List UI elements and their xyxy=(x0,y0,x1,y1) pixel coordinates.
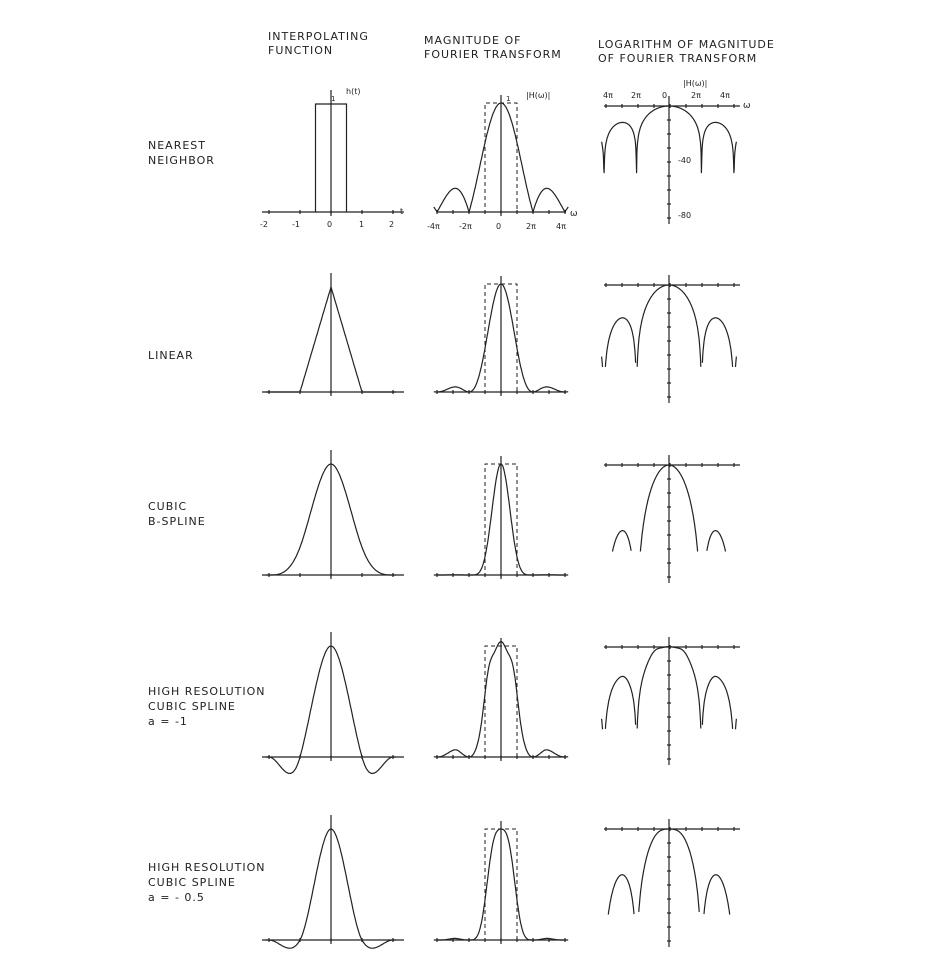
t-axis-label: t xyxy=(400,207,403,216)
row3-log-curve xyxy=(613,531,632,552)
row4-log-curve xyxy=(736,719,737,730)
row3-log-curve xyxy=(707,531,726,552)
t-tick-m1: -1 xyxy=(292,220,300,229)
row2-log-curve xyxy=(702,318,732,367)
log-omega-label: ω xyxy=(743,101,751,111)
log-tick-4pi: 4π xyxy=(720,91,730,100)
kernel-peak-one-label: 1 xyxy=(331,95,335,103)
omega-axis-label: ω xyxy=(570,209,578,219)
log-tick-m4pi: 4π xyxy=(603,91,613,100)
log-ytick-m40: -40 xyxy=(678,156,691,165)
w-tick-0: 0 xyxy=(496,222,501,231)
row2-log-curve xyxy=(602,357,603,367)
row2-log-curve xyxy=(736,357,737,367)
log-tick-m2pi: 2π xyxy=(631,91,641,100)
log-ytick-m80: -80 xyxy=(678,211,691,220)
row4-log-curve xyxy=(605,676,635,729)
row2-log-curve xyxy=(605,318,635,367)
w-tick-m4pi: -4π xyxy=(427,222,440,231)
w-tick-2pi: 2π xyxy=(526,222,536,231)
t-tick-1: 1 xyxy=(359,220,364,229)
t-tick-2: 2 xyxy=(389,220,394,229)
spectrum-magnitude-label: |H(ω)| xyxy=(526,91,550,100)
t-tick-0: 0 xyxy=(327,220,332,229)
log-tick-0: 0 xyxy=(662,91,667,100)
h-of-t-label: h(t) xyxy=(346,87,360,96)
log-tick-2pi: 2π xyxy=(691,91,701,100)
w-tick-4pi: 4π xyxy=(556,222,566,231)
row4-log-curve xyxy=(702,676,732,729)
row5-log-curve xyxy=(608,875,634,915)
t-tick-m2: -2 xyxy=(260,220,268,229)
plots-group xyxy=(262,90,740,948)
spectrum-peak-one-label: 1 xyxy=(506,95,510,103)
log-magnitude-label: |H(ω)| xyxy=(683,79,707,88)
row4-log-curve xyxy=(602,719,603,730)
row5-log-curve xyxy=(704,875,730,915)
w-tick-m2pi: -2π xyxy=(459,222,472,231)
